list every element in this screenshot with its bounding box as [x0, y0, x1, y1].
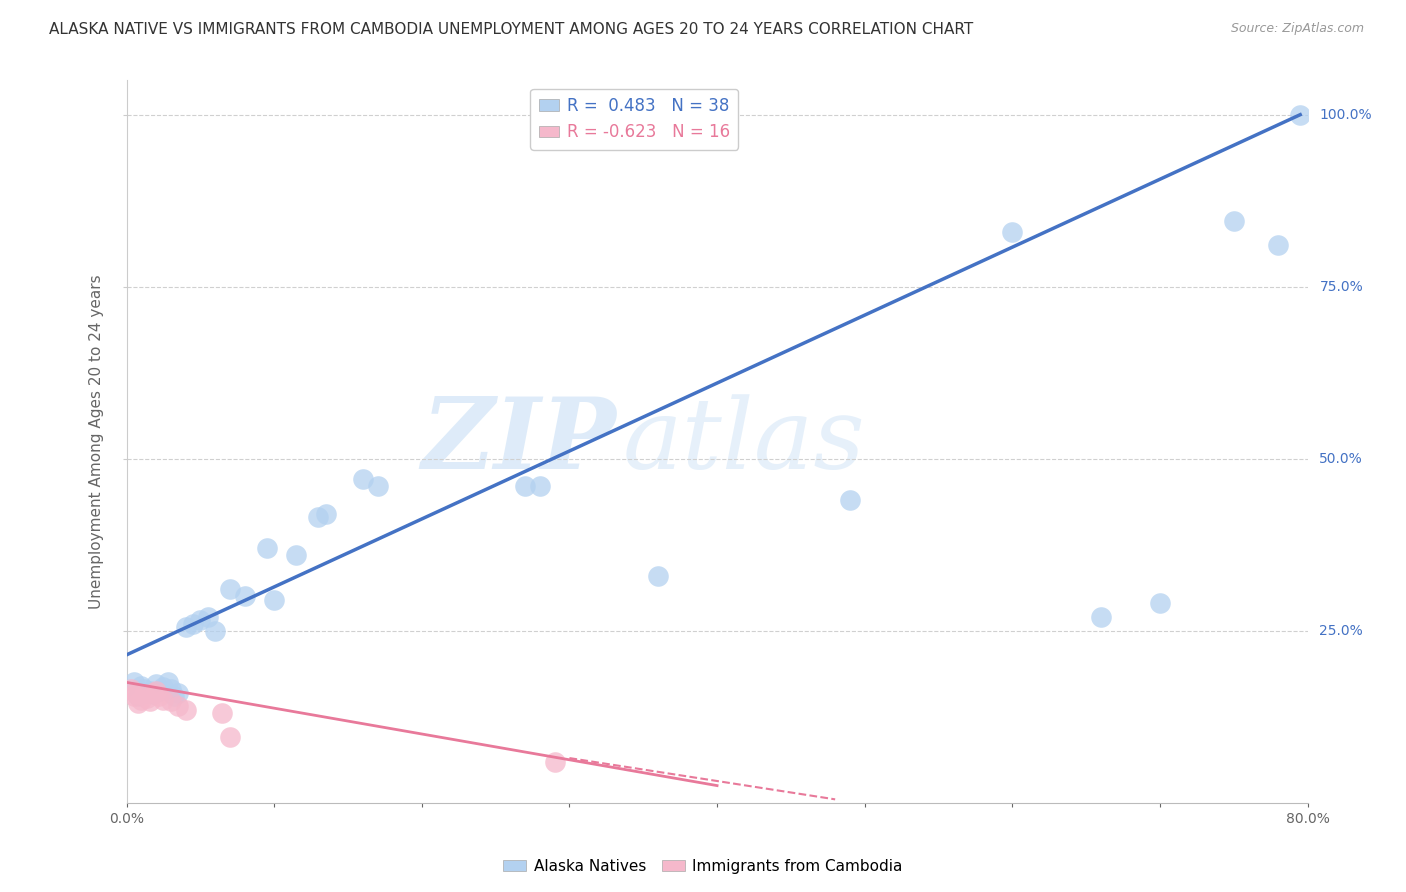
Y-axis label: Unemployment Among Ages 20 to 24 years: Unemployment Among Ages 20 to 24 years	[89, 274, 104, 609]
Text: Source: ZipAtlas.com: Source: ZipAtlas.com	[1230, 22, 1364, 36]
Point	[315, 507, 337, 521]
Point	[136, 690, 159, 705]
Point	[163, 689, 186, 703]
Point	[167, 686, 190, 700]
Point	[142, 687, 165, 701]
Point	[127, 689, 149, 703]
Point	[219, 731, 242, 745]
Point	[647, 568, 669, 582]
Point	[152, 680, 174, 694]
Text: ZIP: ZIP	[422, 393, 617, 490]
Point	[134, 682, 156, 697]
Point	[174, 703, 197, 717]
Point	[160, 682, 183, 697]
Point	[122, 675, 145, 690]
Point	[124, 686, 146, 700]
Point	[145, 677, 167, 691]
Point	[136, 686, 159, 700]
Point	[129, 692, 153, 706]
Point	[204, 624, 226, 638]
Point	[1267, 238, 1289, 252]
Point	[233, 590, 256, 604]
Point	[139, 683, 162, 698]
Legend: Alaska Natives, Immigrants from Cambodia: Alaska Natives, Immigrants from Cambodia	[498, 853, 908, 880]
Point	[174, 620, 197, 634]
Legend: R =  0.483   N = 38, R = -0.623   N = 16: R = 0.483 N = 38, R = -0.623 N = 16	[530, 88, 738, 150]
Point	[211, 706, 233, 721]
Text: 75.0%: 75.0%	[1319, 280, 1364, 293]
Point	[1090, 610, 1112, 624]
Point	[1223, 214, 1246, 228]
Point	[148, 689, 170, 703]
Point	[529, 479, 551, 493]
Point	[352, 472, 374, 486]
Point	[127, 696, 149, 710]
Point	[134, 687, 156, 701]
Point	[188, 614, 212, 628]
Point	[308, 510, 330, 524]
Point	[139, 694, 162, 708]
Point	[219, 582, 242, 597]
Point	[181, 616, 204, 631]
Text: atlas: atlas	[623, 394, 865, 489]
Point	[148, 684, 170, 698]
Point	[145, 684, 167, 698]
Point	[285, 548, 308, 562]
Point	[263, 592, 285, 607]
Point	[156, 675, 179, 690]
Point	[142, 686, 165, 700]
Point	[543, 755, 565, 769]
Point	[160, 694, 183, 708]
Text: 25.0%: 25.0%	[1319, 624, 1364, 638]
Point	[1289, 108, 1312, 122]
Point	[1001, 225, 1024, 239]
Point	[120, 682, 142, 697]
Point	[367, 479, 389, 493]
Point	[197, 610, 219, 624]
Point	[515, 479, 537, 493]
Point	[1149, 596, 1171, 610]
Point	[167, 699, 190, 714]
Point	[838, 493, 860, 508]
Point	[152, 692, 174, 706]
Point	[129, 679, 153, 693]
Text: 100.0%: 100.0%	[1319, 108, 1372, 121]
Text: ALASKA NATIVE VS IMMIGRANTS FROM CAMBODIA UNEMPLOYMENT AMONG AGES 20 TO 24 YEARS: ALASKA NATIVE VS IMMIGRANTS FROM CAMBODI…	[49, 22, 973, 37]
Text: 50.0%: 50.0%	[1319, 451, 1364, 466]
Point	[256, 541, 278, 556]
Point	[122, 689, 145, 703]
